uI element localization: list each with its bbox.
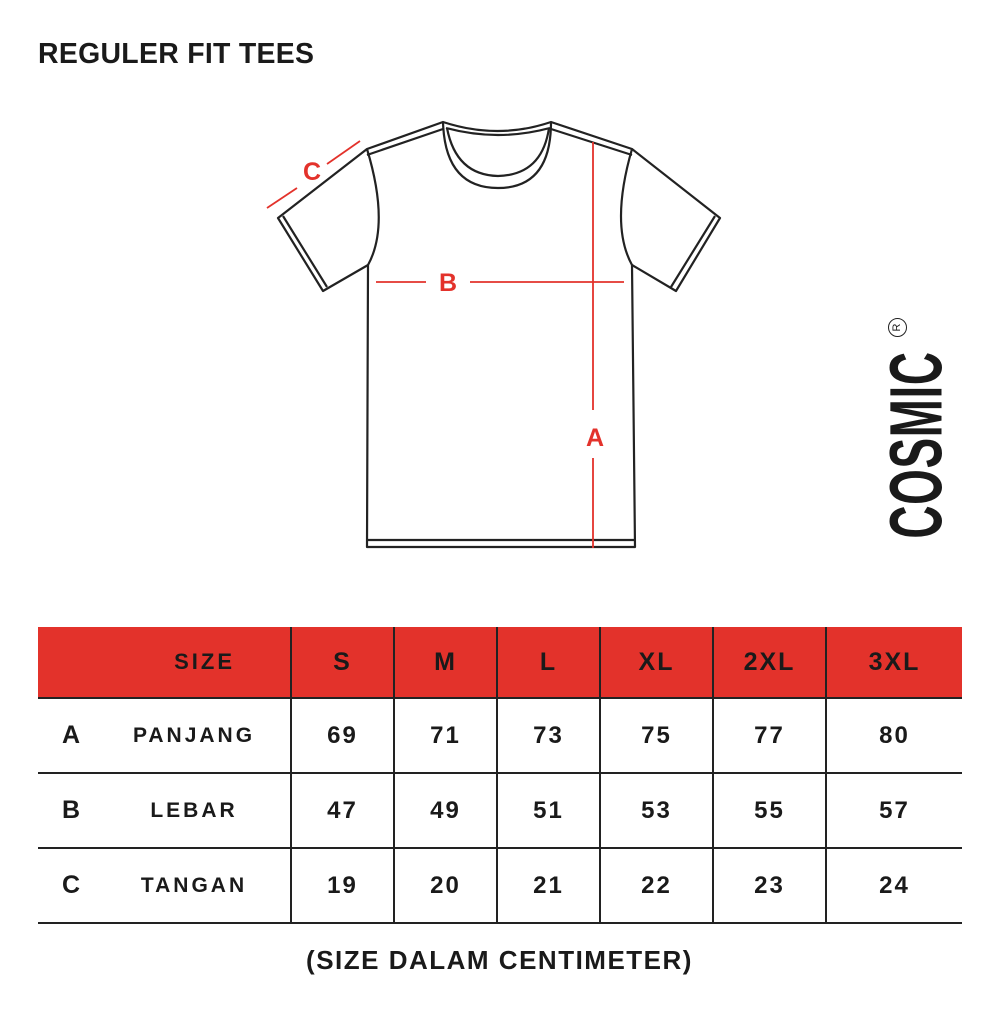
table-cell: 24 [825, 847, 962, 924]
header-size-l: L [496, 627, 600, 698]
table-cell: 73 [496, 697, 600, 773]
row-code: B [62, 796, 83, 824]
table-header-row: SIZE S M L XL 2XL 3XL [38, 627, 962, 698]
table-cell: 77 [712, 697, 826, 773]
brand-name: COSMIC [874, 351, 958, 539]
measure-lines [266, 140, 624, 548]
measure-c-line [266, 187, 298, 209]
table-cell: 49 [393, 772, 497, 848]
table-row: A PANJANG 69 71 73 75 77 80 [38, 697, 962, 773]
table-cell: 22 [599, 847, 713, 924]
table-cell: 53 [599, 772, 713, 848]
table-cell: 71 [393, 697, 497, 773]
table-cell: 23 [712, 847, 826, 924]
table-row: B LEBAR 47 49 51 53 55 57 [38, 772, 962, 848]
header-size-m: M [393, 627, 497, 698]
row-name: PANJANG [132, 723, 256, 747]
header-size-s: S [290, 627, 394, 698]
row-label: A PANJANG [38, 697, 291, 773]
table-cell: 21 [496, 847, 600, 924]
header-size: SIZE [38, 627, 291, 698]
table-cell: 20 [393, 847, 497, 924]
row-code: C [62, 871, 83, 899]
measure-c-line [326, 140, 361, 165]
unit-note: (SIZE DALAM CENTIMETER) [306, 945, 693, 975]
table-cell: 69 [290, 697, 394, 773]
row-code: A [62, 721, 83, 749]
table-cell: 47 [290, 772, 394, 848]
table-cell: 51 [496, 772, 600, 848]
brand-logo: COSMIC [874, 294, 959, 596]
table-row: C TANGAN 19 20 21 22 23 24 [38, 847, 962, 924]
tshirt-diagram: A B C [266, 120, 722, 549]
table-cell: 55 [712, 772, 826, 848]
label-a: A [586, 424, 604, 452]
label-c: C [303, 158, 321, 186]
table-cell: 57 [825, 772, 962, 848]
row-label: C TANGAN [38, 847, 291, 924]
tshirt-outline [276, 120, 722, 549]
table-cell: 80 [825, 697, 962, 773]
row-label: B LEBAR [38, 772, 291, 848]
table-cell: 75 [599, 697, 713, 773]
row-name: LEBAR [150, 798, 238, 822]
header-size-3xl: 3XL [825, 627, 962, 698]
size-table: SIZE S M L XL 2XL 3XL A PANJANG 69 71 73 75 77… [38, 627, 962, 924]
label-b: B [439, 269, 457, 297]
page-title: REGULER FIT TEES [38, 38, 315, 70]
row-name: TANGAN [140, 873, 248, 897]
table-cell: 19 [290, 847, 394, 924]
header-size-2xl: 2XL [712, 627, 826, 698]
header-size-xl: XL [599, 627, 713, 698]
